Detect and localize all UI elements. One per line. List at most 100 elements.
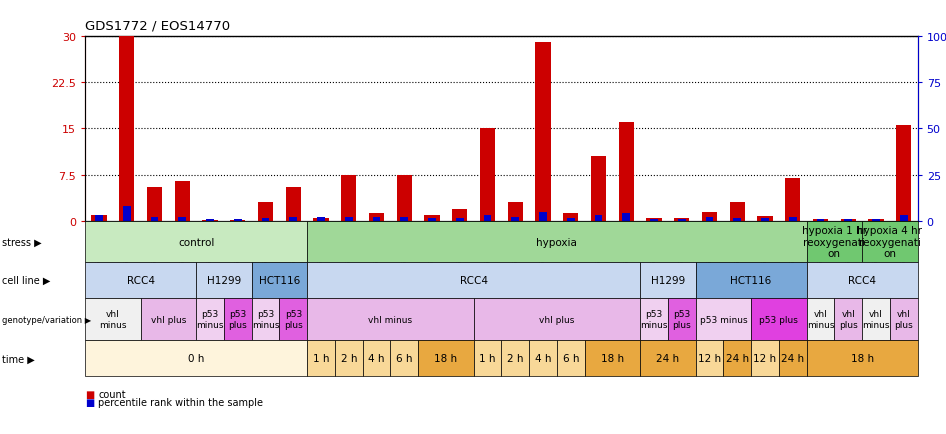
Text: stress ▶: stress ▶ <box>2 237 42 247</box>
Bar <box>258 203 273 221</box>
Bar <box>813 220 828 221</box>
Bar <box>678 220 686 221</box>
Text: RCC4: RCC4 <box>127 276 154 285</box>
Text: vhl
plus: vhl plus <box>839 310 858 329</box>
Text: vhl
plus: vhl plus <box>894 310 913 329</box>
Text: 24 h: 24 h <box>781 354 804 363</box>
Bar <box>729 203 745 221</box>
Text: hypoxia: hypoxia <box>536 237 577 247</box>
Text: 24 h: 24 h <box>726 354 749 363</box>
Text: vhl
minus: vhl minus <box>807 310 834 329</box>
Bar <box>289 217 297 221</box>
Bar <box>650 220 657 221</box>
Text: p53
minus: p53 minus <box>640 310 668 329</box>
Bar <box>619 123 634 221</box>
Text: p53
minus: p53 minus <box>196 310 224 329</box>
Text: 2 h: 2 h <box>341 354 357 363</box>
Bar <box>622 214 630 221</box>
Bar <box>96 216 103 221</box>
Bar <box>816 220 824 221</box>
Text: count: count <box>98 389 126 398</box>
Text: vhl
minus: vhl minus <box>862 310 890 329</box>
Bar <box>147 187 162 221</box>
Bar <box>845 220 852 221</box>
Bar <box>483 216 491 221</box>
Text: vhl minus: vhl minus <box>368 315 412 324</box>
Bar <box>179 217 186 221</box>
Text: vhl plus: vhl plus <box>150 315 186 324</box>
Text: HCT116: HCT116 <box>730 276 772 285</box>
Bar <box>175 181 190 221</box>
Bar <box>234 220 241 221</box>
Text: 12 h: 12 h <box>698 354 721 363</box>
Bar <box>396 175 412 221</box>
Bar <box>563 214 578 221</box>
Text: p53
plus: p53 plus <box>284 310 303 329</box>
Bar <box>342 175 357 221</box>
Bar <box>369 214 384 221</box>
Bar <box>429 219 436 221</box>
Bar <box>317 217 324 221</box>
Bar <box>539 212 547 221</box>
Bar <box>119 37 134 221</box>
Bar <box>758 217 773 221</box>
Bar <box>789 217 797 221</box>
Bar <box>872 220 880 221</box>
Bar <box>900 216 907 221</box>
Text: ■: ■ <box>85 398 95 407</box>
Text: 24 h: 24 h <box>657 354 679 363</box>
Text: 12 h: 12 h <box>753 354 777 363</box>
Bar <box>400 217 408 221</box>
Text: p53
plus: p53 plus <box>673 310 692 329</box>
Bar <box>706 217 713 221</box>
Bar <box>591 157 606 221</box>
Bar <box>785 178 800 221</box>
Bar <box>452 209 467 221</box>
Bar <box>702 212 717 221</box>
Bar <box>150 217 158 221</box>
Text: cell line ▶: cell line ▶ <box>2 276 50 285</box>
Text: p53 minus: p53 minus <box>699 315 747 324</box>
Text: 6 h: 6 h <box>563 354 579 363</box>
Bar <box>456 219 464 221</box>
Bar <box>313 218 328 221</box>
Bar <box>425 215 440 221</box>
Bar <box>535 43 551 221</box>
Text: 1 h: 1 h <box>480 354 496 363</box>
Bar <box>206 220 214 221</box>
Text: 2 h: 2 h <box>507 354 523 363</box>
Text: 18 h: 18 h <box>601 354 624 363</box>
Bar <box>508 203 523 221</box>
Text: GDS1772 / EOS14770: GDS1772 / EOS14770 <box>85 20 230 33</box>
Bar <box>646 218 661 221</box>
Bar <box>373 217 380 221</box>
Text: HCT116: HCT116 <box>259 276 300 285</box>
Text: p53
plus: p53 plus <box>228 310 247 329</box>
Bar <box>567 219 574 221</box>
Text: hypoxia 4 hr
reoxygenati
on: hypoxia 4 hr reoxygenati on <box>857 225 922 259</box>
Text: H1299: H1299 <box>651 276 685 285</box>
Text: hypoxia 1 hr
reoxygenati
on: hypoxia 1 hr reoxygenati on <box>802 225 867 259</box>
Bar <box>762 219 769 221</box>
Bar <box>841 220 856 221</box>
Bar <box>262 219 270 221</box>
Bar <box>345 217 353 221</box>
Text: 18 h: 18 h <box>850 354 874 363</box>
Text: H1299: H1299 <box>207 276 241 285</box>
Bar <box>286 187 301 221</box>
Text: vhl
minus: vhl minus <box>99 310 127 329</box>
Bar <box>92 215 107 221</box>
Text: 18 h: 18 h <box>434 354 458 363</box>
Text: RCC4: RCC4 <box>849 276 876 285</box>
Text: control: control <box>178 237 215 247</box>
Text: 1 h: 1 h <box>313 354 329 363</box>
Text: genotype/variation ▶: genotype/variation ▶ <box>2 315 91 324</box>
Text: time ▶: time ▶ <box>2 354 35 363</box>
Bar <box>674 218 690 221</box>
Bar <box>512 217 519 221</box>
Text: p53 plus: p53 plus <box>760 315 798 324</box>
Text: 4 h: 4 h <box>534 354 552 363</box>
Text: percentile rank within the sample: percentile rank within the sample <box>98 398 263 407</box>
Text: vhl plus: vhl plus <box>539 315 574 324</box>
Bar <box>868 220 884 221</box>
